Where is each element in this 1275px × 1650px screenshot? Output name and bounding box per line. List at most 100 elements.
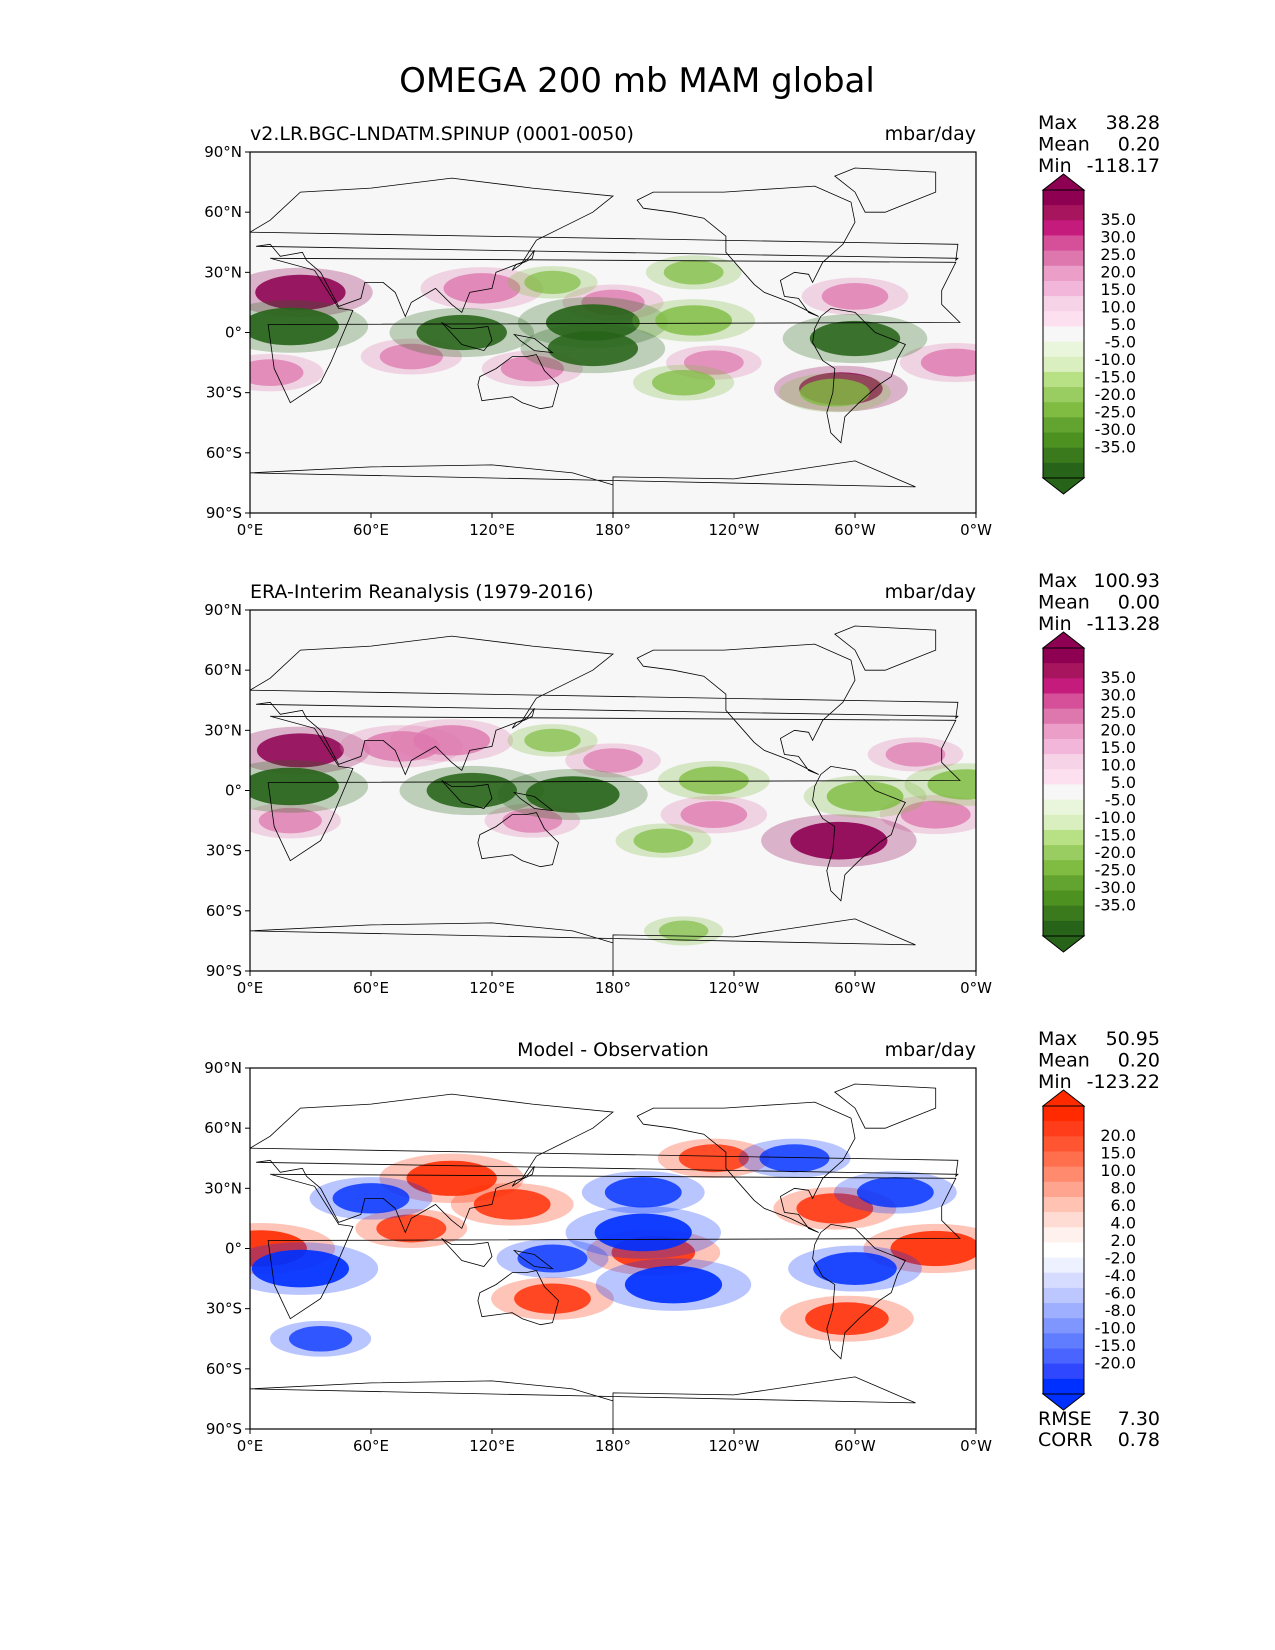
stat-label-min: Min: [1038, 155, 1072, 177]
coastline-3: [477, 354, 559, 410]
colorbar-segment: [1043, 417, 1084, 434]
colorbar-extend-min: [1041, 935, 1086, 953]
colorbar-segment: [1043, 1318, 1084, 1334]
stat-value-corr: 0.78: [1118, 1429, 1160, 1451]
colorbar-segment: [1043, 1121, 1084, 1137]
x-tick-label: 120°W: [709, 1437, 760, 1455]
colorbar-label: 5.0: [1111, 315, 1136, 334]
field-core-2: [443, 273, 521, 304]
field-core-15: [813, 1252, 897, 1285]
colorbar-segment: [1043, 341, 1084, 358]
coastline-1: [267, 715, 961, 862]
field-core-8: [680, 801, 748, 828]
x-tick-label: 180°: [595, 1437, 631, 1455]
colorbar-segment: [1043, 402, 1084, 418]
coastline-7: [250, 1376, 916, 1429]
y-tick-label: 60°S: [206, 902, 242, 920]
y-tick-label: 0°: [225, 324, 242, 342]
field-core-18: [651, 369, 716, 396]
colorbar-label: 20.0: [1100, 263, 1136, 282]
panel-units: mbar/day: [885, 1039, 976, 1061]
y-tick-label: 0°: [225, 782, 242, 800]
x-tick-label: 180°: [595, 979, 631, 997]
colorbar-label: -25.0: [1095, 403, 1136, 422]
colorbar-label: 5.0: [1111, 773, 1136, 792]
field-core-5: [250, 359, 304, 387]
colorbar-label: -30.0: [1095, 878, 1136, 897]
x-tick-label: 120°W: [709, 979, 760, 997]
colorbar-segment: [1043, 220, 1084, 236]
colorbar-segment: [1043, 754, 1084, 770]
coastline-3: [477, 1270, 559, 1326]
colorbar-segment: [1043, 1136, 1084, 1152]
x-tick-label: 0°W: [960, 521, 992, 539]
stat-value-max: 100.93: [1094, 570, 1160, 592]
coastline-8: [441, 780, 493, 809]
coastlines: [250, 625, 961, 971]
x-tick-label: 0°W: [960, 979, 992, 997]
y-tick-label: 60°N: [204, 661, 242, 679]
field-core-17: [604, 1177, 682, 1208]
colorbar-segment: [1043, 1227, 1084, 1243]
colorbar-label: 15.0: [1100, 738, 1136, 757]
field-core-18: [517, 1244, 588, 1273]
stat-label-min: Min: [1038, 613, 1072, 635]
colorbar-label: -25.0: [1095, 861, 1136, 880]
colorbar-label: -30.0: [1095, 420, 1136, 439]
panel-units: mbar/day: [885, 123, 976, 145]
stat-label-rmse: RMSE: [1038, 1408, 1092, 1430]
x-tick-label: 60°W: [834, 521, 876, 539]
coastline-2: [250, 635, 959, 776]
x-tick-label: 60°E: [353, 521, 389, 539]
field-core-20: [663, 260, 724, 285]
y-tick-label: 30°S: [206, 1300, 242, 1318]
coastline-4: [636, 1101, 856, 1233]
colorbar-segment: [1043, 250, 1084, 267]
coastline-6: [834, 1083, 937, 1129]
x-tick-label: 180°: [595, 521, 631, 539]
field-core-9: [683, 350, 744, 375]
colorbar-segment: [1043, 905, 1084, 922]
stat-label-max: Max: [1038, 1028, 1077, 1050]
field-core-16: [856, 1177, 934, 1208]
colorbar-label: -15.0: [1095, 826, 1136, 845]
colorbar-label: -20.0: [1095, 1354, 1136, 1373]
y-tick-label: 30°N: [204, 263, 242, 281]
stat-label-max: Max: [1038, 570, 1077, 592]
field-core-14: [624, 1265, 723, 1304]
colorbar-segment: [1043, 678, 1084, 694]
stat-label-corr: CORR: [1038, 1429, 1093, 1451]
x-tick-label: 120°E: [469, 521, 515, 539]
field-core-2: [473, 1189, 551, 1220]
field-core-19: [658, 920, 709, 942]
colorbar-label: 10.0: [1100, 756, 1136, 775]
field-core-7: [900, 800, 971, 829]
colorbar-label: -10.0: [1095, 808, 1136, 827]
coastline-7: [250, 918, 916, 971]
field-core-10: [790, 821, 888, 860]
colorbar-label: 15.0: [1100, 1144, 1136, 1163]
field-core-15: [547, 330, 639, 367]
colorbar-label: 10.0: [1100, 1161, 1136, 1180]
field-core-17: [524, 270, 581, 294]
colorbar: 35.030.025.020.015.010.05.0-5.0-10.0-15.…: [1041, 173, 1136, 495]
stat-value-max: 50.95: [1106, 1028, 1160, 1050]
colorbar-segment: [1043, 799, 1084, 816]
y-tick-label: 30°S: [206, 384, 242, 402]
y-tick-label: 90°N: [204, 143, 242, 161]
colorbar-segment: [1043, 1333, 1084, 1350]
colorbar-segment: [1043, 265, 1084, 282]
colorbar-segment: [1043, 723, 1084, 740]
map-panel-1: 0°E 60°E 120°E 180° 120°W 60°W 0°W 90°N 60°N 30°N…: [204, 112, 1160, 539]
colorbar-segment: [1043, 387, 1084, 403]
colorbar-label: 15.0: [1100, 280, 1136, 299]
stat-label-mean: Mean: [1038, 134, 1090, 156]
coastline-5: [812, 307, 906, 444]
x-tick-label: 60°E: [353, 979, 389, 997]
colorbar-segment: [1043, 829, 1084, 846]
field-core-6: [920, 348, 976, 377]
field-core-14: [678, 766, 749, 795]
colorbar-segment: [1043, 890, 1084, 907]
colorbar-segment: [1043, 1378, 1084, 1395]
colorbar-segment: [1043, 814, 1084, 831]
